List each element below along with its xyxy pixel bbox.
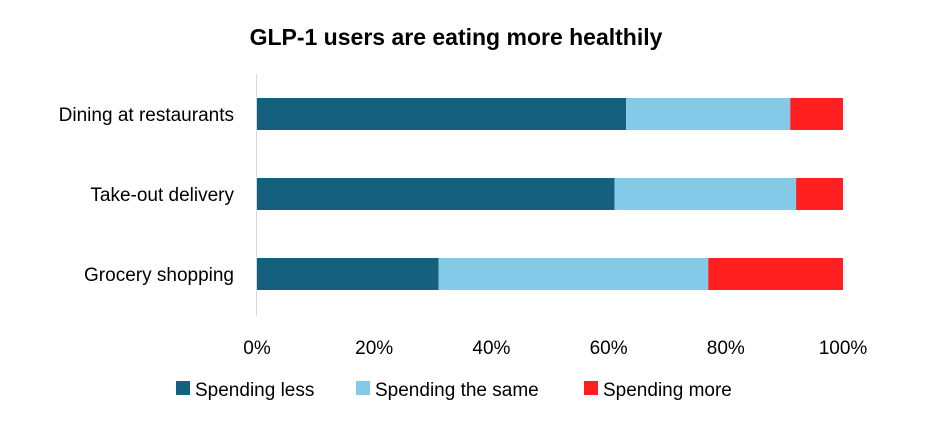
bars-group — [257, 98, 843, 290]
legend-swatch-spending-more — [584, 381, 598, 395]
category-label-take-out-delivery: Take-out delivery — [90, 185, 234, 206]
x-tick-label-80: 80% — [707, 338, 745, 359]
x-tick-label-20: 20% — [355, 338, 393, 359]
x-tick-label-60: 60% — [590, 338, 628, 359]
bar-take-out-delivery-spending-more — [796, 178, 843, 210]
legend-swatch-spending-the-same — [356, 381, 370, 395]
bar-take-out-delivery-spending-the-same — [614, 178, 797, 210]
x-tick-label-40: 40% — [472, 338, 510, 359]
category-label-grocery-shopping: Grocery shopping — [84, 265, 234, 286]
bar-grocery-shopping-spending-more — [708, 258, 843, 290]
legend-label-spending-less: Spending less — [195, 380, 314, 401]
category-labels: Dining at restaurants Take-out delivery Gr… — [59, 105, 235, 286]
chart-title: GLP-1 users are eating more healthily — [250, 24, 663, 50]
category-label-dining-at-restaurants: Dining at restaurants — [59, 105, 234, 126]
bar-dining-at-restaurants-spending-the-same — [626, 98, 791, 130]
x-tick-label-100: 100% — [819, 338, 868, 359]
legend-swatch-spending-less — [176, 381, 190, 395]
bar-take-out-delivery-spending-less — [257, 178, 615, 210]
x-tick-label-0: 0% — [243, 338, 271, 359]
bar-grocery-shopping-spending-less — [257, 258, 439, 290]
bar-dining-at-restaurants-spending-less — [257, 98, 627, 130]
legend-label-spending-more: Spending more — [603, 380, 732, 401]
legend-label-spending-the-same: Spending the same — [375, 380, 539, 401]
bar-grocery-shopping-spending-the-same — [438, 258, 709, 290]
x-axis-tick-labels: 0% 20% 40% 60% 80% 100% — [243, 338, 867, 359]
legend: Spending less Spending the same Spending m… — [176, 380, 732, 401]
bar-dining-at-restaurants-spending-more — [790, 98, 843, 130]
